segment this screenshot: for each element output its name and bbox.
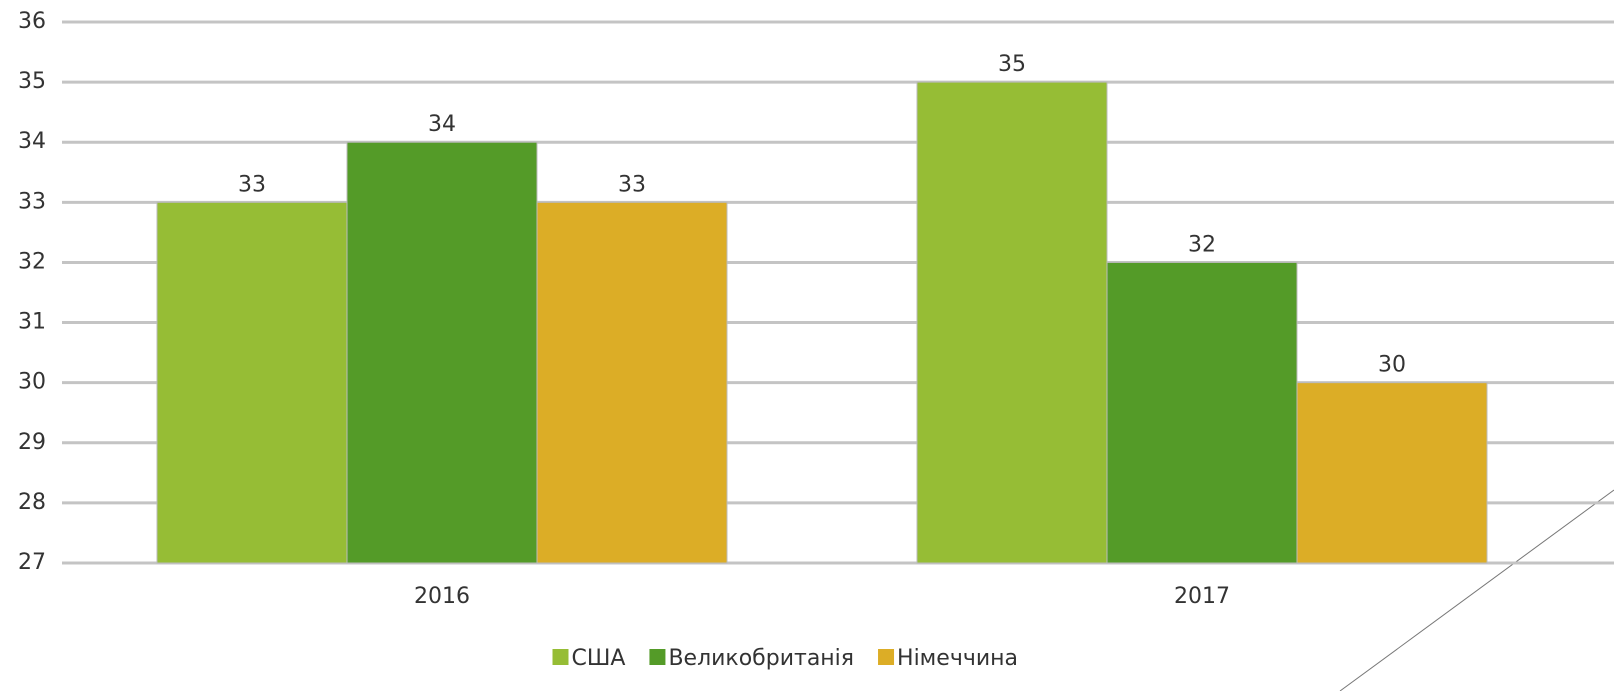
y-tick-label: 27	[18, 550, 46, 575]
x-tick-label: 2017	[1174, 584, 1230, 609]
legend-label: Німеччина	[897, 646, 1018, 671]
legend-label: США	[572, 646, 626, 671]
bar	[1296, 382, 1488, 564]
y-tick-label: 29	[18, 430, 46, 455]
y-tick-label: 34	[18, 129, 46, 154]
legend-swatch	[649, 649, 666, 665]
y-tick-label: 32	[18, 249, 46, 274]
value-label: 33	[238, 172, 266, 197]
y-tick-label: 36	[18, 9, 46, 34]
value-label: 33	[618, 172, 646, 197]
legend-label: Великобританія	[668, 646, 854, 671]
y-tick-label: 31	[18, 310, 46, 335]
bar	[536, 201, 728, 564]
bar	[1106, 261, 1298, 564]
legend-swatch	[552, 649, 569, 665]
legend-swatch	[878, 649, 895, 665]
y-tick-label: 35	[18, 69, 46, 94]
bar	[156, 201, 348, 564]
value-label: 30	[1378, 353, 1406, 378]
value-label: 34	[428, 112, 456, 137]
bar	[346, 141, 538, 564]
y-tick-label: 30	[18, 370, 46, 395]
y-tick-label: 33	[18, 189, 46, 214]
y-tick-label: 28	[18, 490, 46, 515]
decor-line	[1339, 489, 1614, 691]
value-label: 32	[1188, 232, 1216, 257]
x-tick-label: 2016	[414, 584, 470, 609]
value-label: 35	[998, 52, 1026, 77]
bar	[916, 81, 1108, 564]
